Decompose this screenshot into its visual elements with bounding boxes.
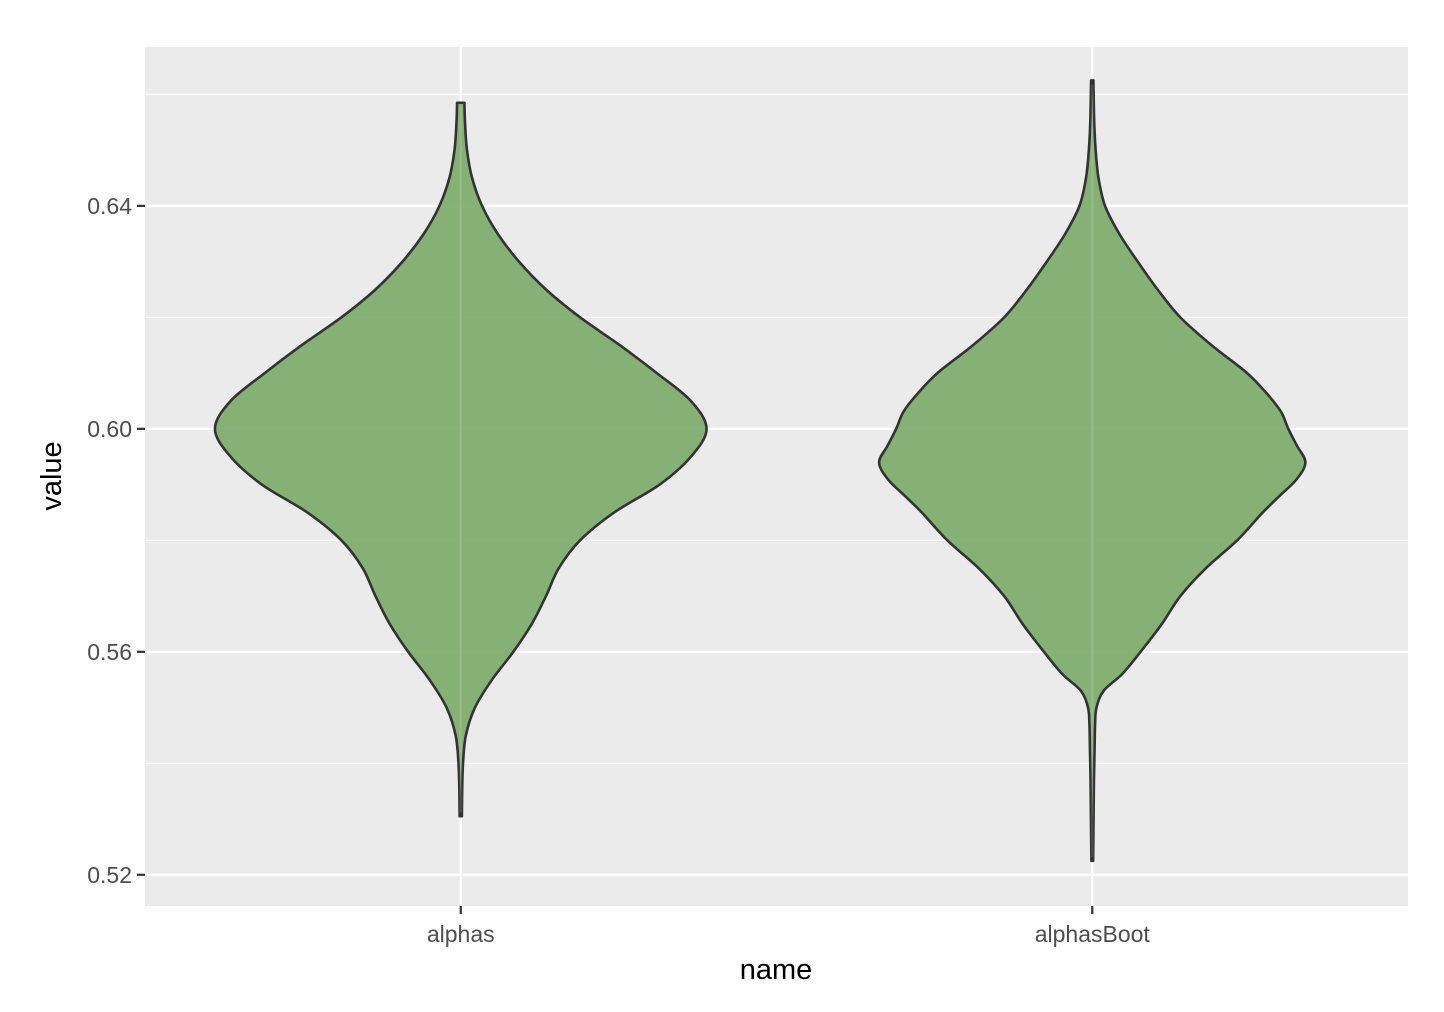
y-axis: 0.52 0.56 0.60 0.64 (87, 193, 145, 888)
violins (213, 79, 1307, 863)
x-axis-title: name (740, 954, 813, 986)
y-tick-label: 0.60 (87, 416, 132, 442)
y-axis-title: value (36, 441, 68, 510)
x-tick-label-alphasBoot: alphasBoot (1035, 921, 1151, 947)
y-tick-label: 0.52 (87, 862, 132, 888)
y-tick-label: 0.64 (87, 193, 132, 219)
y-tick-label: 0.56 (87, 639, 132, 665)
x-tick-label-alphas: alphas (427, 921, 495, 947)
x-axis: alphas alphasBoot (427, 906, 1151, 947)
violin-alphas (213, 101, 708, 818)
violin-alphasBoot (877, 79, 1307, 863)
